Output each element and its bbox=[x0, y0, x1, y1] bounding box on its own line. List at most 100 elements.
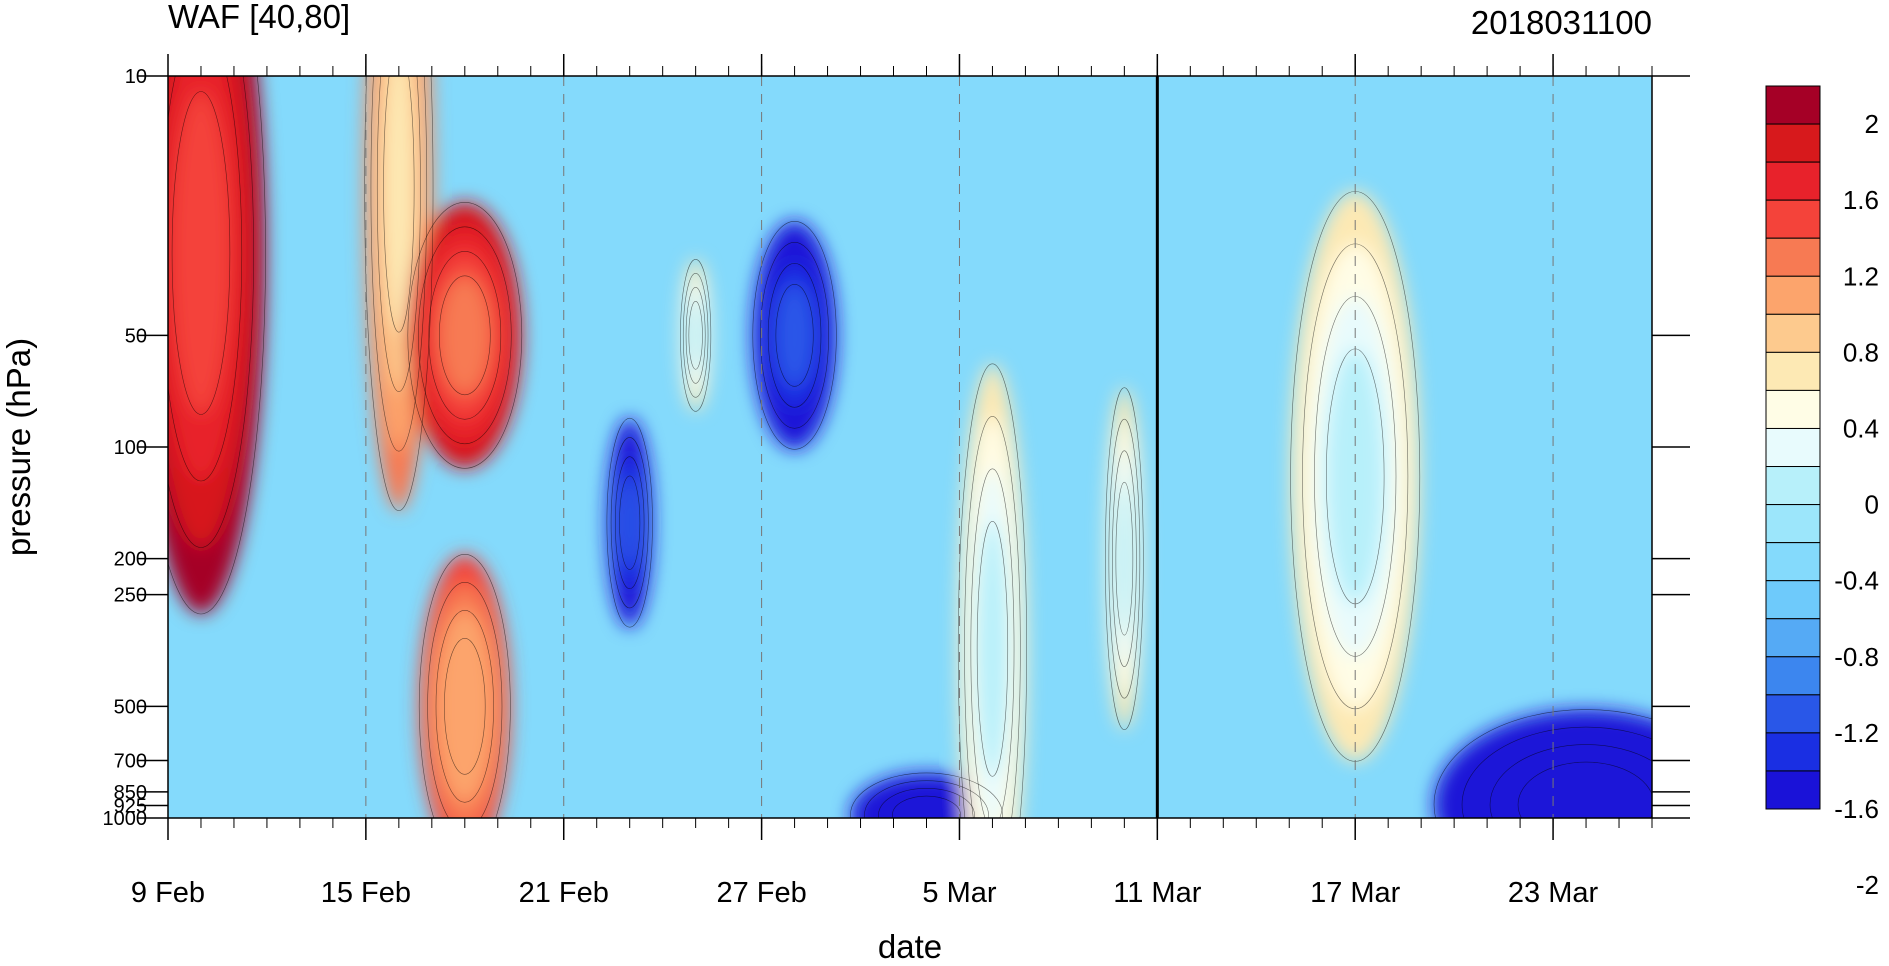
colorbar-label: 1.6 bbox=[1843, 185, 1879, 215]
contour-line bbox=[428, 251, 502, 420]
chart-date-stamp: 2018031100 bbox=[1471, 4, 1652, 41]
colorbar-swatch bbox=[1765, 199, 1821, 239]
contour-line bbox=[614, 456, 645, 590]
colorbar-swatch bbox=[1765, 542, 1821, 582]
contour-line bbox=[168, 76, 243, 482]
contour-line bbox=[957, 363, 1027, 818]
field-cell bbox=[383, 76, 415, 333]
y-tick-label: 250 bbox=[114, 585, 147, 607]
contour-line bbox=[610, 437, 649, 609]
plot-area bbox=[167, 75, 1653, 819]
x-tick-label: 27 Feb bbox=[716, 877, 806, 909]
contour-line bbox=[376, 76, 421, 392]
contour-line bbox=[168, 76, 266, 615]
colorbar-swatch bbox=[1765, 618, 1821, 658]
colorbar-label: 1.2 bbox=[1843, 261, 1879, 291]
colorbar-swatch bbox=[1765, 656, 1821, 696]
colorbar-label: 0.4 bbox=[1843, 413, 1879, 443]
contour-line bbox=[680, 259, 712, 412]
colorbar-label: -1.6 bbox=[1834, 794, 1879, 824]
colorbar-swatch bbox=[1765, 466, 1821, 506]
contour-line bbox=[682, 273, 709, 398]
colorbar-swatch bbox=[1765, 694, 1821, 734]
y-tick-label: 500 bbox=[114, 696, 147, 718]
x-tick-label: 11 Mar bbox=[1113, 877, 1201, 909]
contour-line bbox=[1105, 387, 1144, 730]
field-cell bbox=[1518, 762, 1652, 818]
contour-line bbox=[435, 610, 494, 803]
colorbar-swatch bbox=[1765, 427, 1821, 468]
field-cell bbox=[1115, 482, 1133, 636]
colorbar-swatch bbox=[1765, 389, 1821, 429]
contour-line bbox=[878, 788, 975, 818]
y-axis-title: pressure (hPa) bbox=[0, 338, 37, 556]
field-cell bbox=[619, 475, 640, 570]
colorbar-swatch bbox=[1765, 237, 1821, 277]
colorbar-swatch bbox=[1765, 123, 1821, 163]
colorbar-label: -1.2 bbox=[1834, 718, 1879, 748]
field-cell bbox=[977, 521, 1008, 777]
contour-line bbox=[688, 301, 703, 370]
contour-line bbox=[619, 475, 641, 570]
contour-line bbox=[1433, 709, 1652, 818]
contour-line bbox=[767, 263, 822, 408]
colorbar-swatch bbox=[1765, 351, 1821, 391]
contour-line bbox=[850, 772, 1003, 818]
field-cell bbox=[892, 796, 961, 818]
field-cell bbox=[172, 91, 230, 415]
colorbar-label: 0.8 bbox=[1843, 337, 1879, 367]
y-tick-label: 50 bbox=[125, 325, 147, 347]
y-tick-label: 1000 bbox=[103, 808, 148, 830]
field-cell bbox=[775, 284, 814, 387]
contour-line bbox=[168, 76, 254, 548]
contour-line bbox=[438, 275, 491, 396]
contour-line bbox=[1112, 450, 1137, 667]
field-cell bbox=[688, 301, 703, 370]
y-tick-label: 200 bbox=[114, 549, 147, 571]
contour-line bbox=[1517, 761, 1652, 818]
contour-line bbox=[752, 221, 837, 450]
contour-line bbox=[775, 284, 814, 387]
contour-line bbox=[364, 76, 434, 511]
contour-line bbox=[970, 468, 1015, 818]
x-axis: 9 Feb 15 Feb 21 Feb 27 Feb 5 Mar 11 Mar 17 Mar… bbox=[131, 54, 1653, 909]
colorbar-label: -0.8 bbox=[1834, 642, 1879, 672]
contour-line bbox=[1108, 418, 1141, 699]
y-tick-label: 100 bbox=[114, 437, 147, 459]
x-axis-title: date bbox=[878, 928, 942, 961]
colorbar-swatch bbox=[1765, 85, 1821, 125]
contour-line bbox=[171, 91, 231, 415]
x-tick-label: 15 Feb bbox=[321, 877, 411, 909]
contour-line bbox=[864, 780, 989, 818]
contour-line bbox=[417, 226, 512, 445]
field-cell bbox=[444, 638, 486, 775]
colorbar-label: 2 bbox=[1865, 109, 1879, 139]
y-tick-label: 925 bbox=[114, 795, 147, 817]
contour-line bbox=[444, 638, 486, 775]
x-tick-label: 23 Mar bbox=[1508, 877, 1599, 909]
contour-line bbox=[760, 242, 829, 429]
contour-line bbox=[418, 554, 511, 818]
contour-line bbox=[1489, 744, 1652, 818]
contour-line bbox=[370, 76, 428, 452]
colorbar-label: -2 bbox=[1856, 870, 1879, 900]
contour-line bbox=[1461, 726, 1652, 818]
contour-line bbox=[606, 417, 653, 628]
field-cell bbox=[439, 275, 491, 395]
contour-line bbox=[407, 202, 523, 469]
x-tick-label: 5 Mar bbox=[922, 877, 996, 909]
contour-line bbox=[685, 287, 706, 384]
colorbar-label: 0 bbox=[1865, 490, 1879, 520]
colorbar-swatch bbox=[1765, 770, 1821, 810]
x-tick-label: 9 Feb bbox=[131, 877, 205, 909]
contour-line bbox=[964, 416, 1021, 818]
x-tick-label: 21 Feb bbox=[519, 877, 609, 909]
x-tick-label: 17 Mar bbox=[1310, 877, 1401, 909]
contour-line bbox=[427, 582, 503, 818]
contour-line bbox=[1115, 481, 1134, 636]
contour-line bbox=[976, 521, 1009, 777]
colorbar: 2 1.6 1.2 0.8 0.4 0 -0.4 -0.8 -1.2 -1.6 -2 bbox=[1765, 85, 1879, 900]
colorbar-label: -0.4 bbox=[1834, 566, 1879, 596]
chart-title: WAF [40,80] bbox=[168, 0, 350, 35]
